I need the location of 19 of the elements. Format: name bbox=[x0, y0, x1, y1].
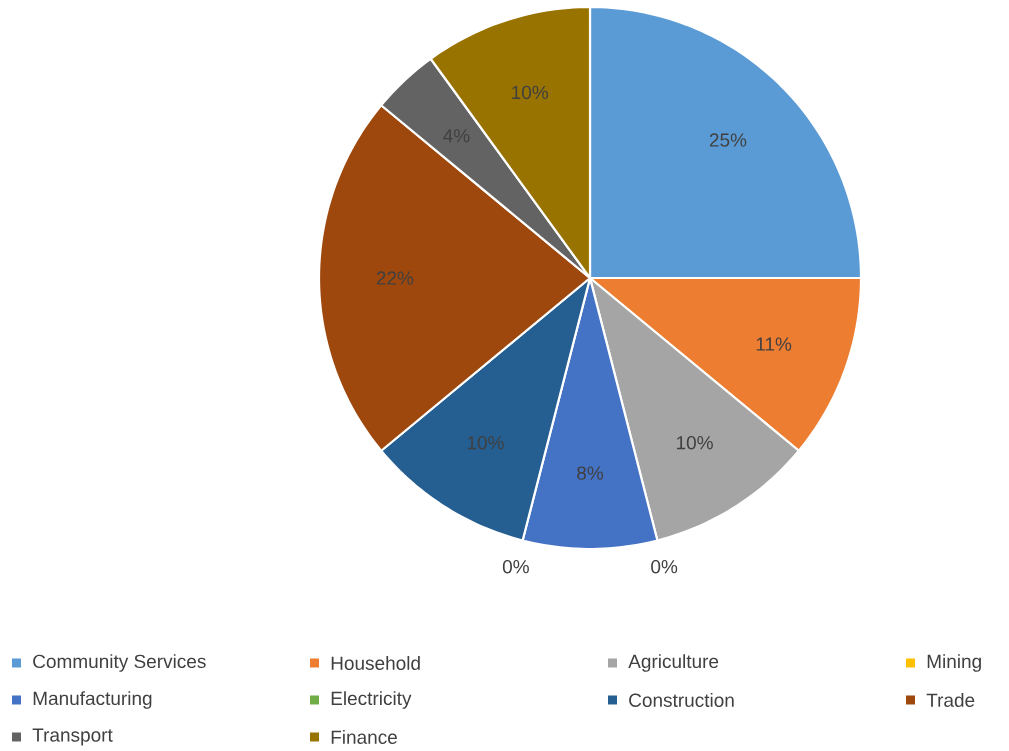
legend-label: Construction bbox=[629, 693, 734, 707]
data-label: 10% bbox=[512, 85, 549, 100]
text: 0% bbox=[502, 559, 529, 574]
legend-label: Agriculture bbox=[628, 654, 719, 672]
legend-label: Manufacturing bbox=[33, 691, 152, 709]
data-label: 22% bbox=[376, 271, 414, 285]
legend-label: Transport bbox=[32, 728, 113, 746]
legend-label: Community Services bbox=[33, 654, 206, 672]
legend-label: Household bbox=[331, 656, 420, 670]
data-label: 11% bbox=[756, 337, 792, 351]
data-label: 10% bbox=[676, 436, 713, 450]
data-label: 8% bbox=[577, 466, 604, 480]
text: 0% bbox=[651, 559, 678, 574]
legend-label: Mining bbox=[927, 654, 981, 672]
legend-label: Finance bbox=[331, 730, 397, 744]
legend-label: Trade bbox=[926, 693, 975, 707]
legend-label: Electricity bbox=[331, 691, 412, 709]
data-label: 10% bbox=[467, 436, 504, 450]
data-label: 25% bbox=[709, 133, 747, 147]
